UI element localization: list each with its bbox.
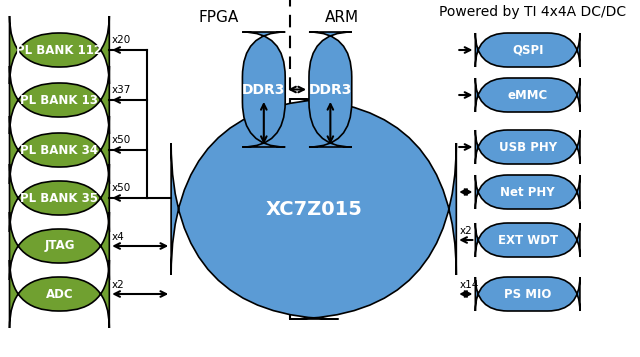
Text: PL BANK 112: PL BANK 112 [17, 44, 102, 56]
FancyBboxPatch shape [476, 130, 580, 164]
Text: eMMC: eMMC [508, 89, 548, 101]
Text: QSPI: QSPI [512, 44, 543, 56]
FancyBboxPatch shape [10, 212, 109, 280]
Text: x50: x50 [111, 183, 131, 193]
Text: x4: x4 [111, 232, 124, 242]
Text: ARM: ARM [325, 10, 359, 25]
Text: x50: x50 [111, 135, 131, 145]
Text: x2: x2 [111, 280, 124, 290]
FancyBboxPatch shape [10, 66, 109, 134]
FancyBboxPatch shape [10, 164, 109, 232]
FancyBboxPatch shape [309, 32, 352, 147]
Text: x14: x14 [460, 280, 479, 290]
Text: XC7Z015: XC7Z015 [266, 200, 362, 218]
Text: x2: x2 [460, 226, 473, 236]
Text: Powered by TI 4x4A DC/DC: Powered by TI 4x4A DC/DC [439, 5, 626, 19]
Text: EXT WDT: EXT WDT [497, 233, 557, 246]
FancyBboxPatch shape [171, 99, 456, 319]
Text: PL BANK 35: PL BANK 35 [20, 191, 99, 205]
FancyBboxPatch shape [476, 33, 580, 67]
FancyBboxPatch shape [10, 116, 109, 184]
Text: Net PHY: Net PHY [500, 186, 555, 198]
FancyBboxPatch shape [476, 78, 580, 112]
Text: FPGA: FPGA [198, 10, 239, 25]
FancyBboxPatch shape [476, 175, 580, 209]
FancyBboxPatch shape [10, 260, 109, 328]
Text: JTAG: JTAG [44, 240, 75, 252]
Text: ADC: ADC [45, 287, 73, 301]
FancyBboxPatch shape [476, 223, 580, 257]
Text: DDR3: DDR3 [308, 82, 352, 96]
Text: PS MIO: PS MIO [504, 287, 551, 301]
FancyBboxPatch shape [476, 277, 580, 311]
Text: x20: x20 [111, 35, 131, 45]
Text: PL BANK 13: PL BANK 13 [20, 94, 99, 106]
Text: DDR3: DDR3 [242, 82, 285, 96]
Text: x37: x37 [111, 85, 131, 95]
FancyBboxPatch shape [243, 32, 285, 147]
FancyBboxPatch shape [10, 16, 109, 84]
Text: USB PHY: USB PHY [499, 141, 557, 154]
Text: PL BANK 34: PL BANK 34 [20, 144, 99, 156]
